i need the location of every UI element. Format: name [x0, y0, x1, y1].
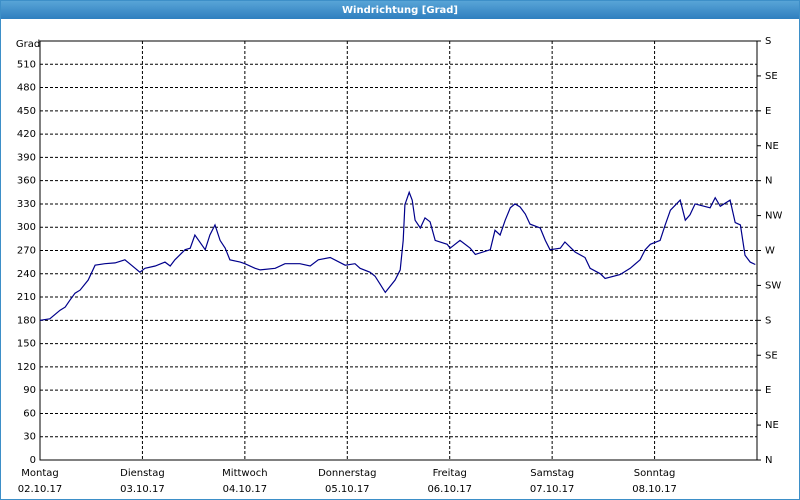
x-tick-date: 03.10.17 — [120, 484, 165, 495]
x-tick-date: 07.10.17 — [530, 484, 575, 495]
x-tick-label: Montag — [21, 468, 58, 479]
y-tick-label: 150 — [17, 339, 36, 350]
y-tick-label: 90 — [23, 385, 36, 396]
y-tick-label: 510 — [17, 59, 36, 70]
y-tick-label: 270 — [17, 246, 36, 257]
y2-tick-label: E — [765, 385, 771, 396]
x-tick-date: 08.10.17 — [632, 484, 677, 495]
y2-tick-label: SE — [765, 350, 778, 361]
y-tick-label: 0 — [30, 455, 36, 466]
y-tick-label: 330 — [17, 199, 36, 210]
data-line — [39, 190, 756, 321]
y2-tick-label: S — [765, 315, 771, 326]
y-tick-label: 210 — [17, 292, 36, 303]
y2-tick-label: SW — [765, 280, 781, 291]
x-tick-label: Freitag — [433, 468, 467, 479]
y-axis-label: Grad — [16, 39, 40, 50]
x-tick-label: Samstag — [530, 468, 574, 479]
y2-tick-label: NE — [765, 420, 779, 431]
y-tick-label: 480 — [17, 83, 36, 94]
y2-tick-label: N — [765, 455, 772, 466]
y2-tick-label: SE — [765, 71, 778, 82]
y-tick-label: 60 — [23, 408, 36, 419]
y-tick-label: 120 — [17, 362, 36, 373]
y2-tick-label: NE — [765, 141, 779, 152]
y2-tick-label: S — [765, 36, 771, 47]
y-tick-label: 30 — [23, 432, 36, 443]
y-tick-label: 300 — [17, 222, 36, 233]
y2-tick-label: NW — [765, 211, 782, 222]
title-bar — [0, 0, 800, 19]
x-tick-date: 04.10.17 — [223, 484, 268, 495]
y-tick-label: 360 — [17, 176, 36, 187]
y-tick-label: 390 — [17, 152, 36, 163]
x-tick-date: 02.10.17 — [18, 484, 63, 495]
x-tick-label: Mittwoch — [222, 468, 267, 479]
y-tick-label: 420 — [17, 129, 36, 140]
y2-tick-label: E — [765, 106, 771, 117]
x-tick-label: Dienstag — [120, 468, 165, 479]
chart-title: Windrichtung [Grad] — [342, 5, 458, 16]
x-tick-date: 06.10.17 — [427, 484, 472, 495]
y2-tick-label: W — [765, 246, 775, 257]
x-tick-label: Donnerstag — [318, 468, 376, 479]
y2-tick-label: N — [765, 176, 772, 187]
x-tick-date: 05.10.17 — [325, 484, 370, 495]
y-tick-label: 240 — [17, 269, 36, 280]
y-tick-label: 450 — [17, 106, 36, 117]
y-tick-label: 180 — [17, 315, 36, 326]
x-tick-label: Sonntag — [634, 468, 676, 479]
plot-frame — [39, 40, 758, 461]
